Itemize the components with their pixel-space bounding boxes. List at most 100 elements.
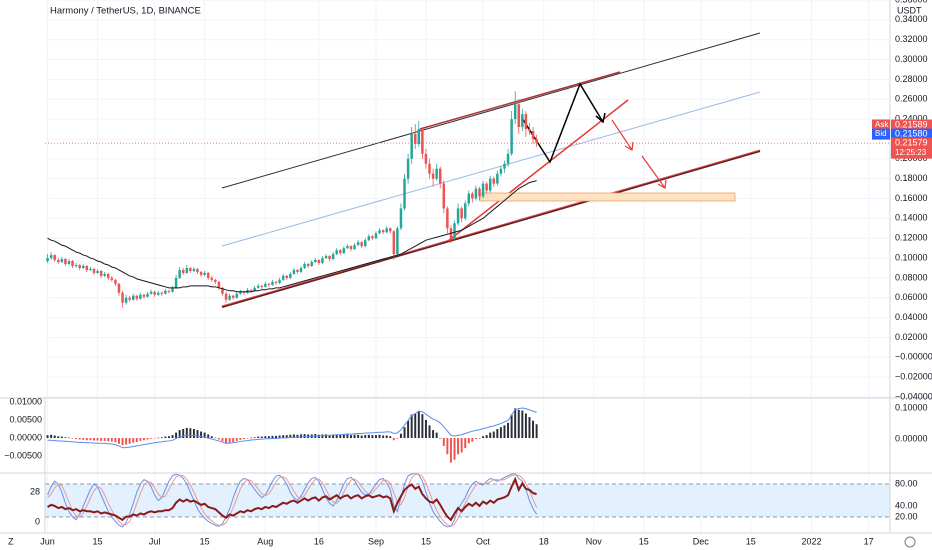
histogram-bar xyxy=(371,435,374,439)
candle-body xyxy=(228,295,231,300)
histogram-bar xyxy=(357,434,360,439)
ask-tag xyxy=(872,119,890,131)
candle-body xyxy=(374,233,378,239)
candle-body xyxy=(231,295,235,298)
candle-body xyxy=(353,245,356,250)
channel-top-red[interactable] xyxy=(419,71,621,130)
channel-bottom[interactable] xyxy=(221,150,761,308)
candle-body xyxy=(174,277,178,288)
histogram-bar xyxy=(100,438,103,441)
histogram-bar xyxy=(121,438,124,446)
y2-tick-label: 20.00 xyxy=(895,511,918,521)
x-tick-label: 17 xyxy=(864,536,874,546)
channel-top[interactable] xyxy=(221,32,761,189)
x-tick-label: 15 xyxy=(639,536,649,546)
candle-body xyxy=(206,272,210,278)
histogram-bar xyxy=(117,438,120,444)
histogram-bar xyxy=(524,413,527,439)
red-arrow[interactable] xyxy=(641,155,666,189)
candle-body xyxy=(442,183,446,209)
candle-body xyxy=(456,208,460,224)
candle-body xyxy=(396,228,399,255)
indicator-line xyxy=(47,407,537,449)
support-line[interactable] xyxy=(447,99,629,242)
histogram-bar xyxy=(189,428,192,439)
histogram-bar xyxy=(132,438,135,443)
histogram-bar xyxy=(164,436,167,439)
histogram-bar xyxy=(196,430,199,439)
histogram-bar xyxy=(160,437,163,439)
histogram-bar xyxy=(339,434,342,439)
candle-body xyxy=(281,275,285,280)
candle-body xyxy=(117,283,121,293)
histogram-bar xyxy=(182,428,185,439)
histogram-bar xyxy=(303,434,306,439)
candle-body xyxy=(510,119,513,154)
histogram-bar xyxy=(142,438,145,441)
histogram-bar xyxy=(532,420,535,439)
y-tick-label: 0.26000 xyxy=(895,94,928,104)
candle-body xyxy=(121,292,124,303)
candle-body xyxy=(82,265,85,268)
candle-body xyxy=(453,223,456,239)
candle-body xyxy=(349,246,353,250)
histogram-bar xyxy=(139,438,142,441)
histogram-bar xyxy=(260,436,263,439)
x-tick-label: Nov xyxy=(586,536,603,546)
histogram-bar xyxy=(228,438,231,443)
candle-body xyxy=(467,193,471,204)
histogram-bar xyxy=(275,435,278,439)
candle-body xyxy=(199,271,203,275)
y-unit: USDT xyxy=(897,5,922,15)
candle-body xyxy=(235,293,239,298)
candle-body xyxy=(49,255,53,259)
x-tick-label: Jun xyxy=(40,536,55,546)
histogram-bar xyxy=(464,438,467,449)
candle-body xyxy=(67,261,71,265)
histogram-bar xyxy=(528,417,531,439)
candle-body xyxy=(371,236,374,239)
channel-mid[interactable] xyxy=(221,91,761,247)
channel-bottom-red[interactable] xyxy=(221,149,761,307)
histogram-bar xyxy=(285,435,288,439)
histogram-bar xyxy=(207,434,210,439)
demand-zone[interactable] xyxy=(479,192,736,202)
candle-body xyxy=(499,168,503,174)
auto-scale-button[interactable] xyxy=(904,536,916,548)
red-arrow[interactable] xyxy=(611,119,633,151)
y-tick-label: 0.08000 xyxy=(895,272,928,282)
histogram-bar xyxy=(421,414,424,439)
bid-tag xyxy=(872,128,890,140)
candle-body xyxy=(521,114,524,128)
y-tick-label: −0.04000 xyxy=(895,391,932,401)
candle-body xyxy=(85,265,89,270)
bid-label: 0.21580 xyxy=(895,128,928,138)
candle-body xyxy=(74,264,78,266)
candle-body xyxy=(471,193,474,199)
candle-body xyxy=(360,242,363,247)
x-tick-label: 18 xyxy=(539,536,549,546)
histogram-bar xyxy=(360,435,363,439)
x-tick-label: Jul xyxy=(149,536,161,546)
candle-body xyxy=(103,273,106,276)
histogram-bar xyxy=(225,438,228,444)
candle-body xyxy=(181,269,185,273)
candle-body xyxy=(271,281,274,285)
candle-body xyxy=(292,269,296,274)
candle-body xyxy=(474,188,478,199)
candle-body xyxy=(192,268,196,271)
histogram-bar xyxy=(57,436,60,439)
reset-button[interactable]: Z xyxy=(8,536,14,546)
candle-body xyxy=(57,260,60,263)
histogram-bar xyxy=(471,438,474,442)
histogram-bar xyxy=(424,419,427,439)
candle-body xyxy=(417,129,421,144)
histogram-bar xyxy=(446,438,449,455)
candle-body xyxy=(389,228,392,232)
drawings xyxy=(221,32,761,308)
histogram-bar xyxy=(75,438,78,440)
histogram-bar xyxy=(460,438,463,453)
candle-body xyxy=(342,248,346,254)
candle-body xyxy=(364,240,367,247)
